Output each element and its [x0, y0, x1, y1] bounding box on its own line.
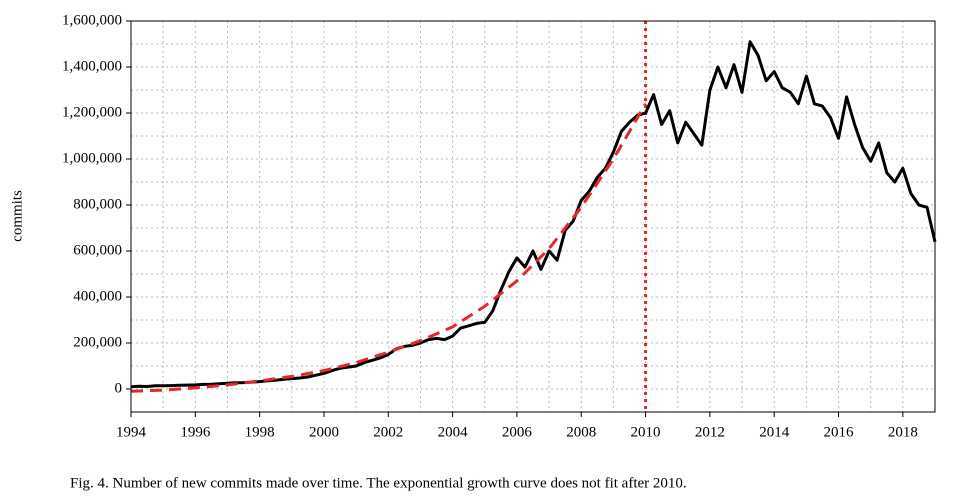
y-tick-label: 800,000: [73, 196, 122, 212]
y-tick-label: 1,600,000: [62, 12, 122, 28]
caption: Fig. 4. Number of new commits made over …: [70, 475, 687, 491]
series-line: [130, 103, 647, 393]
x-tick-label: 2000: [309, 424, 339, 440]
x-tick-label: 2004: [438, 424, 469, 440]
y-tick-label: 0: [115, 380, 123, 396]
x-tick-label: 2018: [888, 424, 918, 440]
x-tick-label: 2002: [373, 424, 403, 440]
x-tick-label: 2014: [759, 424, 790, 440]
x-tick-label: 1998: [245, 424, 275, 440]
x-tick-label: 2010: [631, 424, 661, 440]
y-tick-label: 1,200,000: [62, 104, 122, 120]
x-tick-label: 1996: [180, 424, 211, 440]
y-tick-label: 200,000: [73, 334, 122, 350]
y-tick-label: 1,400,000: [62, 58, 122, 74]
y-tick-label: 600,000: [73, 242, 122, 258]
y-axis-label: commits: [9, 190, 25, 242]
x-tick-label: 2016: [824, 424, 855, 440]
x-tick-label: 2006: [502, 424, 533, 440]
plot-frame: [130, 20, 936, 413]
x-tick-label: 1994: [116, 424, 147, 440]
series-line: [130, 40, 937, 389]
x-tick-label: 2012: [695, 424, 725, 440]
y-tick-label: 400,000: [73, 288, 122, 304]
y-tick-label: 1,000,000: [62, 150, 122, 166]
x-tick-label: 2008: [566, 424, 596, 440]
